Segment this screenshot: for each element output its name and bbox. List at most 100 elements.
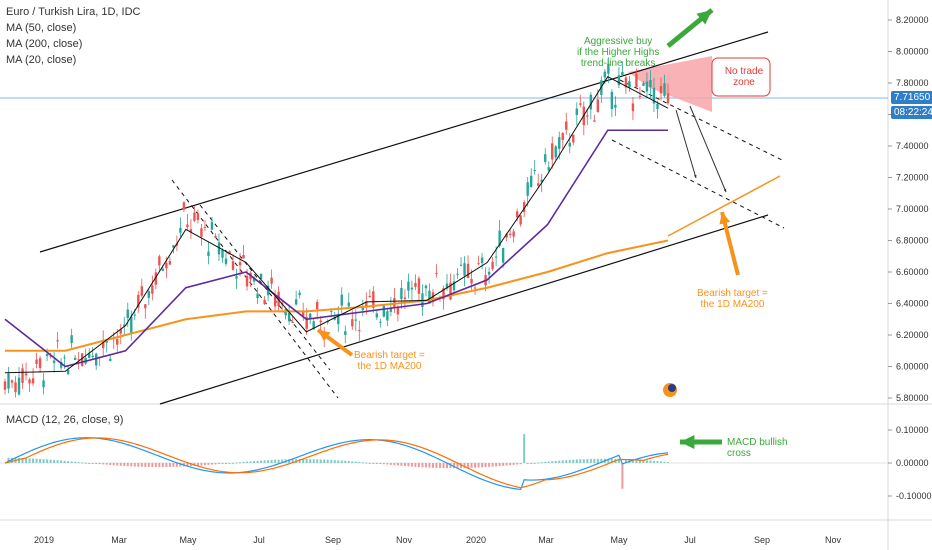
candle-body	[200, 228, 203, 237]
symbol-title[interactable]: Euro / Turkish Lira, 1D, IDC	[6, 6, 141, 18]
projection-arrow-head	[693, 174, 697, 178]
candle-body	[119, 329, 122, 334]
price-tick-label: 8.00000	[896, 47, 929, 57]
candle-body	[568, 142, 571, 147]
macd-histogram-bar	[417, 463, 420, 468]
candle-body	[231, 261, 235, 270]
macd-histogram-bar	[610, 458, 613, 463]
macd-histogram-bar	[460, 463, 463, 469]
note-line: zone	[733, 77, 755, 88]
candle-body	[161, 268, 165, 271]
price-tick-label: 6.60000	[896, 267, 929, 277]
macd-histogram-bar	[267, 460, 270, 463]
macd-histogram-bar	[74, 461, 77, 463]
logo-icon-inner	[668, 384, 676, 392]
candle-body	[305, 317, 308, 329]
indicator-ma20[interactable]: MA (20, close)	[6, 54, 77, 66]
indicator-ma200[interactable]: MA (200, close)	[6, 38, 83, 50]
candle-body	[319, 320, 322, 323]
macd-histogram-bar	[635, 459, 638, 463]
candle-body	[140, 286, 144, 296]
macd-histogram-bar	[351, 461, 354, 463]
candle-body	[589, 94, 593, 110]
candle-body	[645, 81, 649, 92]
macd-histogram-bar	[512, 463, 515, 465]
candle-body	[38, 358, 42, 369]
macd-histogram-bar	[214, 463, 217, 465]
macd-histogram-bar	[147, 463, 150, 467]
macd-histogram-bar	[621, 463, 624, 489]
macd-histogram-bar	[242, 461, 245, 463]
indicator-ma50[interactable]: MA (50, close)	[6, 22, 77, 34]
price-tick-label: 6.00000	[896, 362, 929, 372]
macd-histogram-bar	[481, 463, 484, 468]
macd-histogram-bar	[544, 461, 547, 463]
macd-histogram-bar	[235, 462, 238, 464]
candle-body	[179, 227, 182, 233]
candle-body	[91, 355, 94, 358]
macd-histogram-bar	[323, 459, 326, 463]
macd-histogram-bar	[396, 463, 399, 466]
macd-histogram-bar	[558, 460, 561, 463]
macd-histogram-bar	[568, 459, 571, 463]
candle-body	[379, 321, 382, 323]
macd-histogram-bar	[593, 458, 596, 463]
macd-histogram-bar	[498, 463, 501, 467]
candle-body	[273, 296, 277, 307]
candle-body	[330, 310, 333, 312]
candle-body	[207, 251, 210, 257]
candle-body	[365, 301, 368, 307]
candle-body	[56, 340, 59, 342]
candle-body	[87, 353, 91, 358]
candle-body	[242, 255, 245, 259]
candle-body	[508, 233, 512, 236]
macd-histogram-bar	[67, 461, 70, 463]
macd-histogram-bar	[186, 463, 189, 467]
candle-body	[189, 229, 193, 233]
macd-histogram-bar	[361, 462, 364, 464]
candle-body	[287, 312, 291, 322]
macd-histogram-bar	[25, 458, 28, 463]
note-line: No trade	[724, 66, 764, 77]
candle-body	[203, 226, 207, 228]
candle-body	[403, 297, 407, 300]
macd-histogram-bar	[217, 463, 220, 465]
candle-body	[435, 272, 438, 274]
macd-histogram-bar	[393, 463, 396, 466]
candle-body	[491, 261, 494, 269]
macd-histogram-bar	[491, 463, 494, 467]
candle-body	[554, 146, 557, 158]
macd-histogram-bar	[547, 461, 550, 463]
candle-body	[663, 83, 666, 96]
candle-body	[340, 294, 343, 306]
time-tick-label: 2020	[466, 535, 486, 545]
macd-histogram-bar	[274, 459, 277, 463]
macd-histogram-bar	[586, 459, 589, 463]
macd-signal-line	[4, 437, 669, 489]
indicator-macd[interactable]: MACD (12, 26, close, 9)	[6, 414, 124, 426]
macd-histogram-bar	[449, 463, 452, 469]
ma20-line	[4, 76, 669, 374]
candle-body	[186, 224, 189, 228]
candle-body	[172, 245, 175, 248]
candle-body	[168, 261, 172, 265]
candle-body	[463, 263, 466, 276]
candle-body	[73, 357, 77, 360]
candle-body	[235, 276, 238, 279]
price-tick-label: 6.80000	[896, 236, 929, 246]
candle-body	[59, 362, 63, 368]
macd-histogram-bar	[18, 457, 21, 463]
macd-histogram-bar	[403, 463, 406, 467]
macd-histogram-bar	[130, 463, 133, 467]
candle-body	[501, 247, 505, 263]
macd-histogram-bar	[649, 460, 652, 463]
macd-histogram-bar	[375, 463, 378, 464]
price-tick-label: 5.80000	[896, 393, 929, 403]
dashed-trend-line	[619, 79, 783, 161]
candle-body	[158, 256, 161, 266]
candle-body	[638, 95, 642, 97]
macd-histogram-bar	[386, 463, 389, 465]
price-tick-label: 7.80000	[896, 78, 929, 88]
macd-histogram-bar	[189, 463, 192, 467]
